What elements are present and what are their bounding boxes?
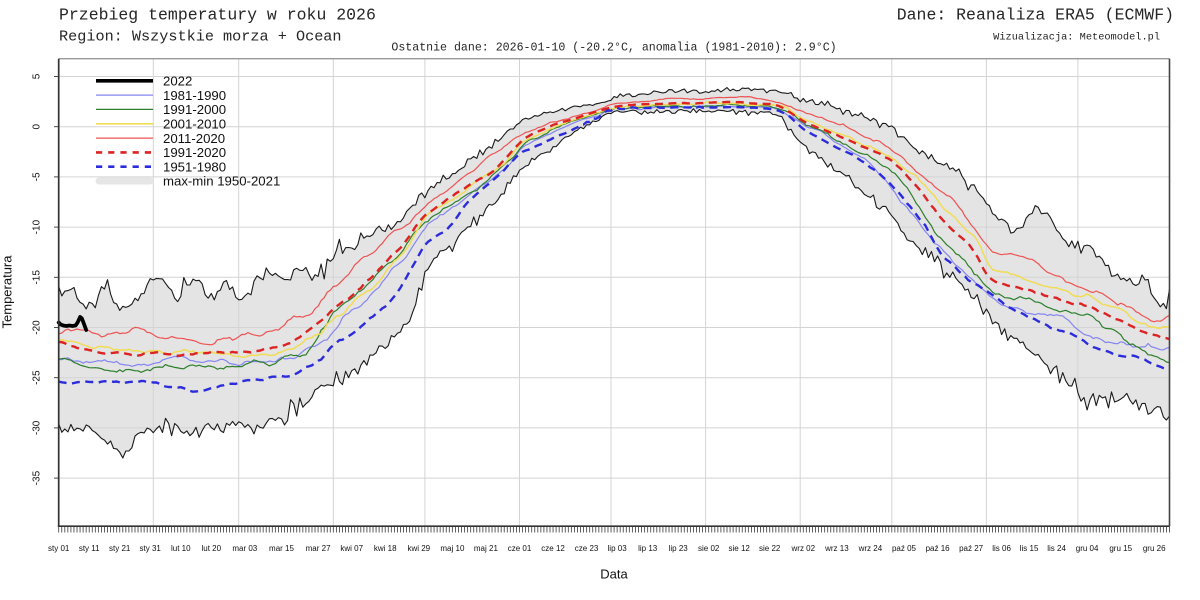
- svg-text:2011-2020: 2011-2020: [163, 131, 225, 146]
- svg-text:lip 03: lip 03: [608, 544, 628, 553]
- svg-text:Region: Wszystkie morza + Ocea: Region: Wszystkie morza + Ocean: [59, 28, 342, 46]
- svg-text:-25: -25: [32, 370, 43, 385]
- svg-text:paź 27: paź 27: [959, 544, 984, 553]
- svg-text:-35: -35: [32, 470, 43, 485]
- svg-text:lis 06: lis 06: [992, 544, 1011, 553]
- svg-text:sty 31: sty 31: [140, 544, 162, 553]
- svg-text:mar 03: mar 03: [232, 544, 257, 553]
- svg-text:wrz 02: wrz 02: [791, 544, 816, 553]
- svg-text:kwi 18: kwi 18: [374, 544, 397, 553]
- svg-text:1951-1980: 1951-1980: [163, 159, 226, 174]
- svg-text:2001-2010: 2001-2010: [163, 117, 226, 132]
- svg-text:5: 5: [32, 73, 43, 79]
- svg-text:sie 12: sie 12: [729, 544, 751, 553]
- svg-text:cze 01: cze 01: [508, 544, 532, 553]
- svg-text:Wizualizacja: Meteomodel.pl: Wizualizacja: Meteomodel.pl: [993, 32, 1160, 44]
- svg-text:maj 21: maj 21: [474, 544, 499, 553]
- svg-text:sty 21: sty 21: [109, 544, 131, 553]
- svg-text:Przebieg temperatury w roku 20: Przebieg temperatury w roku 2026: [59, 6, 376, 25]
- svg-text:gru 26: gru 26: [1143, 544, 1166, 553]
- svg-text:Ostatnie dane: 2026-01-10 (-20: Ostatnie dane: 2026-01-10 (-20.2°C, anom…: [391, 42, 836, 55]
- svg-text:max-min 1950-2021: max-min 1950-2021: [163, 174, 280, 189]
- svg-text:wrz 13: wrz 13: [824, 544, 849, 553]
- svg-text:-10: -10: [32, 219, 43, 234]
- svg-text:cze 23: cze 23: [575, 544, 599, 553]
- svg-text:lut 10: lut 10: [171, 544, 191, 553]
- svg-text:mar 15: mar 15: [269, 544, 294, 553]
- svg-text:-15: -15: [32, 270, 43, 285]
- svg-text:-5: -5: [32, 172, 43, 181]
- svg-text:Temperatura: Temperatura: [0, 255, 15, 329]
- svg-text:1991-2000: 1991-2000: [163, 102, 226, 117]
- svg-text:sty 11: sty 11: [79, 544, 100, 553]
- svg-text:gru 04: gru 04: [1076, 544, 1099, 553]
- svg-text:sty 01: sty 01: [48, 544, 70, 553]
- svg-text:gru 15: gru 15: [1109, 544, 1132, 553]
- svg-text:lis 24: lis 24: [1047, 544, 1066, 553]
- svg-text:-30: -30: [32, 420, 43, 435]
- svg-text:sie 02: sie 02: [698, 544, 720, 553]
- svg-text:paź 16: paź 16: [926, 544, 951, 553]
- svg-text:paź 05: paź 05: [892, 544, 917, 553]
- svg-text:0: 0: [32, 123, 43, 129]
- svg-text:kwi 29: kwi 29: [407, 544, 430, 553]
- svg-text:maj 10: maj 10: [440, 544, 465, 553]
- svg-text:Data: Data: [600, 567, 628, 582]
- svg-text:kwi 07: kwi 07: [340, 544, 363, 553]
- svg-text:mar 27: mar 27: [306, 544, 331, 553]
- svg-text:cze 12: cze 12: [541, 544, 565, 553]
- svg-text:wrz 24: wrz 24: [858, 544, 883, 553]
- svg-text:1981-1990: 1981-1990: [163, 88, 226, 103]
- svg-text:sie 22: sie 22: [759, 544, 781, 553]
- svg-text:-20: -20: [32, 320, 43, 335]
- svg-text:lip 23: lip 23: [669, 544, 689, 553]
- svg-text:1991-2020: 1991-2020: [163, 145, 226, 160]
- svg-text:lut 20: lut 20: [202, 544, 222, 553]
- svg-text:lip 13: lip 13: [638, 544, 658, 553]
- svg-text:2022: 2022: [163, 74, 192, 89]
- svg-text:lis 15: lis 15: [1020, 544, 1039, 553]
- svg-text:Dane: Reanaliza ERA5 (ECMWF): Dane: Reanaliza ERA5 (ECMWF): [897, 6, 1174, 25]
